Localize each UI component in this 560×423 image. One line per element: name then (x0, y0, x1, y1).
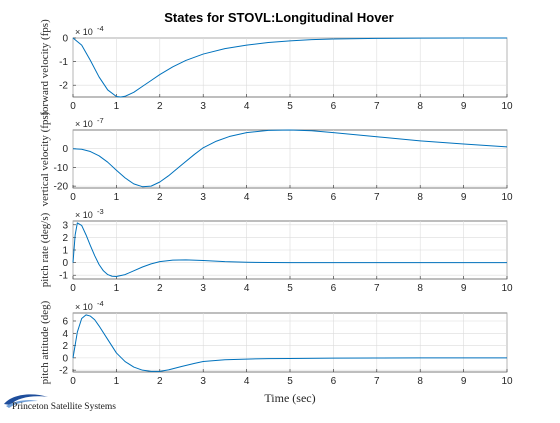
x-tick-label: 8 (417, 192, 423, 203)
x-tick-label: 0 (70, 101, 76, 112)
x-tick-label: 4 (244, 192, 250, 203)
x-tick-label: 10 (501, 101, 513, 112)
x-tick-label: 5 (287, 376, 293, 387)
x-tick-label: 5 (287, 283, 293, 294)
y-tick-label: 3 (62, 220, 68, 231)
x-tick-label: 0 (70, 283, 76, 294)
x-tick-label: 6 (331, 376, 337, 387)
y-exponent-label: × 10 (75, 302, 93, 312)
x-tick-label: 3 (200, 376, 206, 387)
series-line (72, 129, 508, 188)
y-tick-label: 0 (62, 34, 68, 45)
company-logo: Princeton Satellite Systems (2, 390, 142, 418)
x-tick-label: 8 (417, 283, 423, 294)
x-tick-label: 7 (374, 283, 380, 294)
y-axis-label: forward velocity (fps) (39, 19, 51, 116)
x-tick-label: 8 (417, 376, 423, 387)
x-tick-label: 8 (417, 101, 423, 112)
y-exponent-power: -7 (97, 116, 104, 125)
y-exponent-label: × 10 (75, 27, 93, 37)
y-tick-label: -2 (59, 81, 68, 92)
x-tick-label: 6 (331, 101, 337, 112)
y-tick-label: -1 (59, 57, 68, 68)
y-tick-label: 0 (62, 353, 68, 364)
y-exponent-power: -3 (97, 207, 104, 216)
series-line (72, 37, 507, 98)
y-tick-label: -2 (59, 366, 68, 377)
x-tick-label: 2 (157, 376, 163, 387)
x-tick-label: 2 (157, 101, 163, 112)
x-tick-label: 1 (114, 101, 120, 112)
subplot-1: 0 1 2 3 4 5 6 7 8 9 10 -2 -1 0 × 10 -4 forward velocity … (39, 19, 513, 116)
y-exponent-label: × 10 (75, 210, 93, 220)
x-tick-label: 3 (200, 192, 206, 203)
x-tick-label: 0 (70, 376, 76, 387)
x-tick-label: 10 (501, 192, 513, 203)
y-axis-label: pitch attitude (deg) (39, 300, 51, 384)
x-tick-label: 2 (157, 192, 163, 203)
y-exponent-power: -4 (97, 24, 104, 33)
y-exponent-power: -4 (97, 299, 104, 308)
x-tick-label: 9 (461, 192, 467, 203)
x-tick-label: 7 (374, 376, 380, 387)
x-tick-label: 3 (200, 283, 206, 294)
x-tick-label: 6 (331, 283, 337, 294)
logo-text: Princeton Satellite Systems (12, 402, 116, 412)
chart-title: States for STOVL:Longitudinal Hover (164, 10, 393, 25)
x-tick-label: 3 (200, 101, 206, 112)
y-axis-label: pitch rate (deg/s) (39, 212, 51, 287)
x-tick-label: 9 (461, 283, 467, 294)
y-tick-label: 1 (62, 246, 68, 257)
x-tick-label: 1 (114, 376, 120, 387)
y-tick-label: 6 (62, 316, 68, 327)
x-tick-label: 7 (374, 192, 380, 203)
x-tick-label: 6 (331, 192, 337, 203)
x-tick-label: 4 (244, 283, 250, 294)
x-tick-label: 5 (287, 192, 293, 203)
x-tick-label: 5 (287, 101, 293, 112)
x-tick-label: 9 (461, 376, 467, 387)
y-tick-label: 2 (62, 233, 68, 244)
logo-swoosh (4, 394, 48, 408)
subplot-2: 0 1 2 3 4 5 6 7 8 9 10 -20 -10 0 × 10 -7 vertical veloci… (39, 111, 513, 206)
y-tick-label: 0 (62, 258, 68, 269)
x-tick-label: 7 (374, 101, 380, 112)
series-line (72, 222, 507, 277)
y-exponent-label: × 10 (75, 119, 93, 129)
x-tick-label: 10 (501, 376, 513, 387)
series-line (72, 314, 507, 372)
y-tick-label: 2 (62, 341, 68, 352)
x-axis-label: Time (sec) (264, 391, 315, 405)
y-tick-label: -10 (54, 163, 69, 174)
y-tick-label: -1 (59, 271, 68, 282)
x-tick-label: 2 (157, 283, 163, 294)
x-tick-label: 0 (70, 192, 76, 203)
x-tick-label: 4 (244, 376, 250, 387)
y-tick-label: 4 (62, 329, 68, 340)
y-tick-label: 0 (62, 144, 68, 155)
x-tick-label: 9 (461, 101, 467, 112)
x-tick-label: 4 (244, 101, 250, 112)
x-tick-label: 10 (501, 283, 513, 294)
x-tick-label: 1 (114, 192, 120, 203)
y-axis-label: vertical velocity (fps) (39, 111, 51, 206)
x-tick-label: 1 (114, 283, 120, 294)
y-tick-label: -20 (54, 182, 69, 193)
